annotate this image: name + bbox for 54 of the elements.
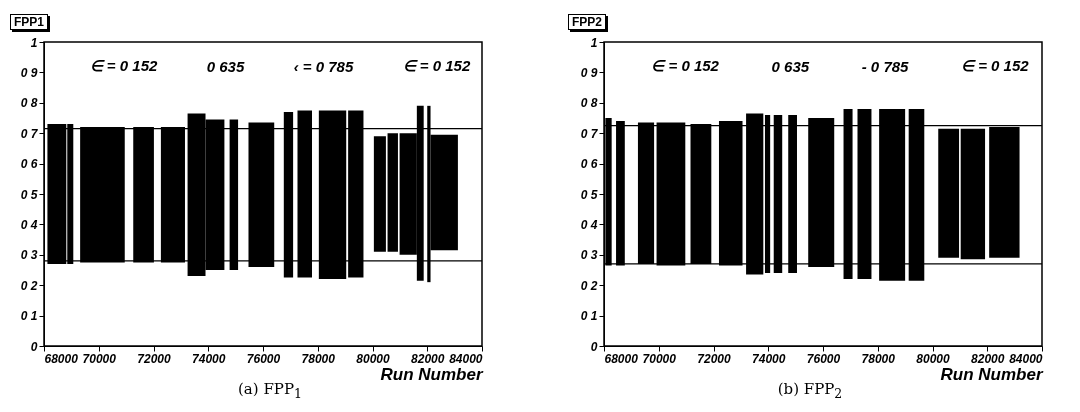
x-tick-label: 80000 <box>356 351 391 366</box>
x-tick-label: 68000 <box>44 351 79 366</box>
y-tick-label: 0 7 <box>20 126 39 141</box>
annotation: ∈ = 0 152 <box>89 57 158 75</box>
y-tick-label: 0 4 <box>20 217 38 232</box>
y-tick-label: 0 1 <box>20 309 38 324</box>
text: (b) FPP$_{2}$ <box>777 380 843 401</box>
y-tick-label: 0 5 <box>580 187 598 202</box>
x-tick-label: 70000 <box>642 351 677 366</box>
y-tick-label: 0 8 <box>20 96 38 111</box>
y-tick-label: 0 2 <box>20 278 38 293</box>
x-tick-label: 72000 <box>137 351 172 366</box>
y-tick-label: 0 3 <box>580 248 598 263</box>
x-axis-title: Run Number <box>940 364 1044 384</box>
text: (a) FPP$_{1}$ <box>238 380 302 401</box>
y-tick-label: 0 <box>30 339 38 354</box>
y-tick-label: 0 8 <box>580 96 598 111</box>
y-tick-label: 0 9 <box>580 65 598 80</box>
y-tick-label: 0 4 <box>580 217 598 232</box>
x-tick-label: 78000 <box>861 351 896 366</box>
x-tick-label: 82000 <box>971 351 1005 366</box>
y-tick-label: 0 1 <box>580 309 598 324</box>
y-tick-label: 0 <box>590 339 598 354</box>
chart-title: FPP1 <box>10 14 49 30</box>
y-tick-label: 0 6 <box>580 157 598 172</box>
x-axis-title: Run Number <box>380 364 484 384</box>
annotation: - 0 785 <box>861 57 909 75</box>
y-tick-label: 0 7 <box>580 126 599 141</box>
x-tick-label: 84000 <box>1009 351 1043 366</box>
y-tick-label: 0 9 <box>20 65 38 80</box>
annotation: 0 635 <box>206 57 245 75</box>
chart-title: FPP2 <box>568 14 607 30</box>
y-tick-label: 1 <box>30 35 38 50</box>
x-tick-label: 74000 <box>752 351 786 366</box>
x-tick-label: 76000 <box>806 351 841 366</box>
x-tick-label: 72000 <box>697 351 732 366</box>
annotation: ‹ = 0 785 <box>293 57 354 75</box>
annotation: ∈ = 0 152 <box>961 57 1029 75</box>
y-tick-label: 1 <box>590 35 598 50</box>
annotation: 0 635 <box>771 57 810 75</box>
y-tick-label: 0 6 <box>20 157 38 172</box>
x-tick-label: 70000 <box>82 351 117 366</box>
y-tick-label: 0 3 <box>20 248 38 263</box>
x-tick-label: 84000 <box>449 351 483 366</box>
y-tick-label: 0 5 <box>20 187 38 202</box>
x-tick-label: 68000 <box>604 351 639 366</box>
x-tick-label: 76000 <box>246 351 281 366</box>
x-tick-label: 74000 <box>192 351 226 366</box>
x-tick-label: 80000 <box>916 351 951 366</box>
y-tick-label: 0 2 <box>580 278 598 293</box>
annotation: ∈ = 0 152 <box>651 57 719 75</box>
annotation: ∈ = 0 152 <box>402 57 471 75</box>
x-tick-label: 82000 <box>411 351 445 366</box>
x-tick-label: 78000 <box>301 351 336 366</box>
